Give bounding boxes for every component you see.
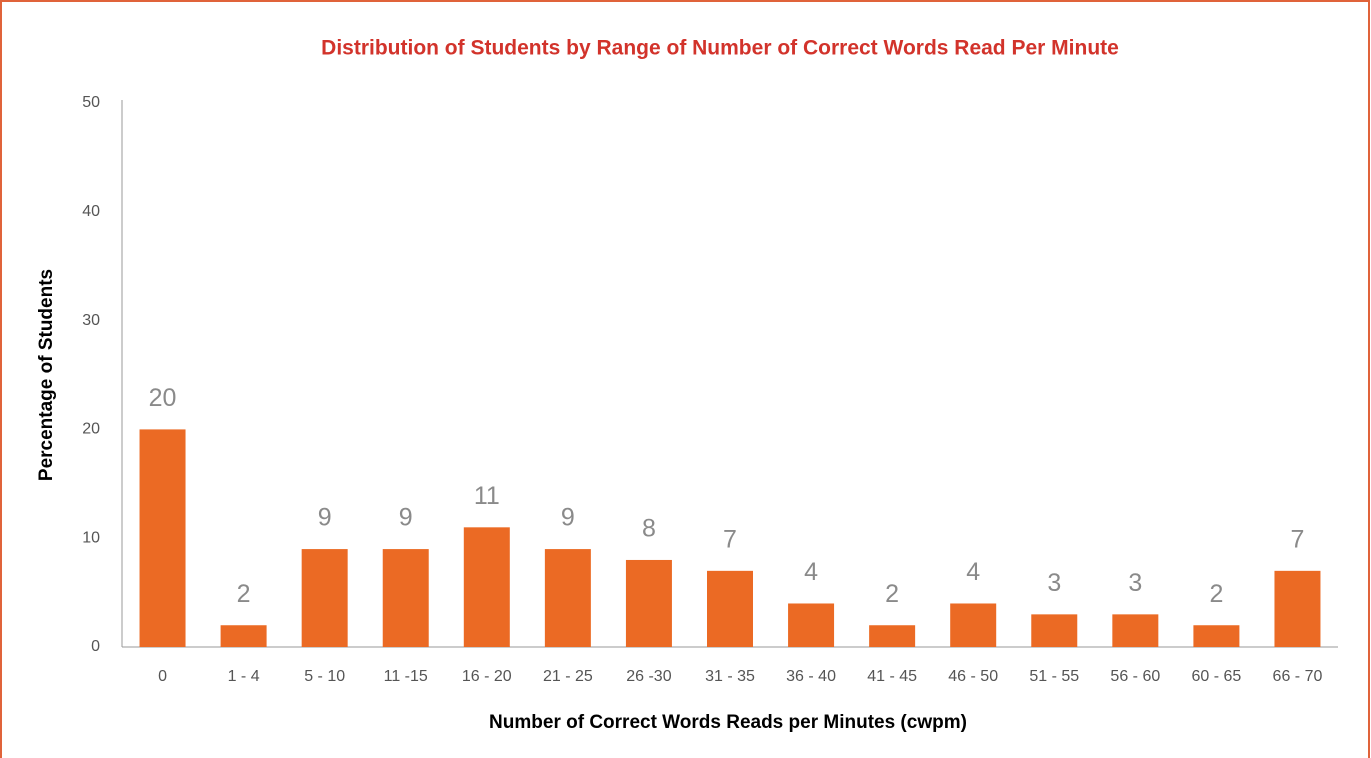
x-tick-label: 36 - 40 — [786, 668, 836, 685]
y-tick-label: 40 — [82, 203, 100, 220]
x-axis-label: Number of Correct Words Reads per Minute… — [489, 712, 967, 733]
bar — [1193, 625, 1240, 647]
bar — [382, 549, 429, 647]
x-tick-label: 21 - 25 — [543, 668, 593, 685]
data-label: 9 — [399, 504, 413, 532]
y-tick-label: 10 — [82, 529, 100, 546]
data-label: 2 — [885, 580, 899, 608]
bar — [788, 603, 835, 647]
x-tick-label: 0 — [158, 668, 167, 685]
y-tick-label: 30 — [82, 312, 100, 329]
bar — [950, 603, 997, 647]
y-tick-label: 50 — [82, 94, 100, 111]
x-tick-label: 1 - 4 — [228, 668, 260, 685]
bar — [301, 549, 348, 647]
x-tick-label: 11 -15 — [384, 668, 428, 685]
data-label: 7 — [1291, 525, 1305, 553]
x-tick-label: 60 - 65 — [1191, 668, 1241, 685]
x-tick-label: 31 - 35 — [705, 668, 755, 685]
data-label: 2 — [237, 580, 251, 608]
x-tick-label: 51 - 55 — [1029, 668, 1079, 685]
data-label: 4 — [804, 558, 818, 586]
y-tick-label: 0 — [91, 638, 100, 655]
y-tick-label: 20 — [82, 421, 100, 438]
data-label: 3 — [1128, 569, 1142, 597]
x-tick-label: 66 - 70 — [1273, 668, 1323, 685]
bar — [707, 570, 753, 647]
bar — [869, 625, 916, 647]
data-label: 9 — [561, 504, 575, 532]
bar — [220, 625, 267, 647]
x-tick-label: 56 - 60 — [1110, 668, 1160, 685]
x-tick-label: 41 - 45 — [867, 668, 917, 685]
bar — [1031, 614, 1078, 647]
bar — [544, 549, 591, 647]
bar — [139, 429, 186, 647]
data-label: 3 — [1047, 569, 1061, 597]
data-label: 4 — [966, 558, 980, 586]
bar — [625, 559, 672, 647]
chart-title: Distribution of Students by Range of Num… — [321, 37, 1119, 60]
y-axis-label: Percentage of Students — [36, 269, 57, 481]
data-label: 2 — [1209, 580, 1223, 608]
bar — [1274, 570, 1321, 647]
data-label: 7 — [723, 525, 737, 553]
data-label: 11 — [474, 482, 500, 510]
data-label: 8 — [642, 515, 656, 543]
x-tick-label: 16 - 20 — [462, 668, 512, 685]
x-tick-label: 5 - 10 — [304, 668, 345, 685]
data-label: 9 — [318, 504, 332, 532]
bar — [1112, 614, 1159, 647]
data-label: 20 — [149, 384, 177, 412]
x-tick-label: 46 - 50 — [948, 668, 998, 685]
bar — [463, 527, 510, 647]
x-tick-label: 26 -30 — [626, 668, 671, 685]
